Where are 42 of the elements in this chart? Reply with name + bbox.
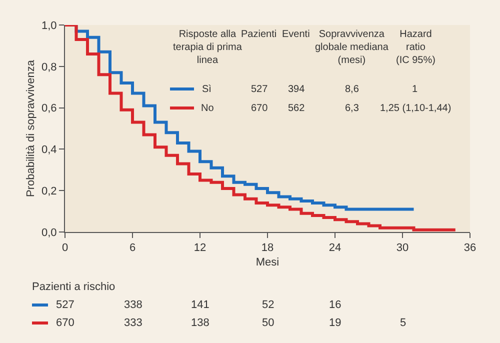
y-tick-label: 1,0 <box>42 20 57 32</box>
annotation: 8,6 <box>345 84 360 95</box>
text: 16 <box>329 299 342 311</box>
y-tick-label: 0,6 <box>42 102 57 115</box>
legend-label: No <box>201 103 214 114</box>
annotation: Sopravvivenza globale mediana (mesi) <box>315 29 389 66</box>
text: 52 <box>262 299 274 311</box>
x-axis-title: Mesi <box>256 256 280 268</box>
y-tick-label: 0,0 <box>42 226 57 239</box>
text: 5 <box>400 317 406 329</box>
x-tick-label: 6 <box>129 242 136 254</box>
annotation: 562 <box>288 103 306 114</box>
y-tick-label: 0,2 <box>42 185 57 198</box>
x-tick-label: 24 <box>328 242 342 254</box>
y-tick-label: 0,8 <box>42 61 57 74</box>
x-tick-label: 30 <box>396 242 409 254</box>
annotation: 1,25 (1,10-1,44) <box>380 103 452 114</box>
x-tick-label: 36 <box>464 242 476 254</box>
text: 141 <box>191 299 210 311</box>
text: 670 <box>56 317 74 329</box>
legend-label: Sì <box>202 84 212 95</box>
y-tick-label: 0,4 <box>42 144 57 156</box>
annotation: Pazienti <box>241 29 277 40</box>
text: 50 <box>262 317 274 329</box>
annotation: Risposte alla terapia di prima linea <box>173 29 242 66</box>
text: Pazienti a rischio <box>32 281 116 293</box>
annotation: 394 <box>288 84 306 95</box>
x-tick-label: 12 <box>194 242 206 254</box>
text: 333 <box>124 317 142 329</box>
text: 19 <box>329 317 342 329</box>
annotation: 1 <box>412 84 418 95</box>
annotation: 6,3 <box>345 103 360 114</box>
text: 138 <box>191 317 210 329</box>
annotation: 527 <box>251 84 268 95</box>
x-tick-label: 0 <box>62 242 68 254</box>
x-tick-label: 18 <box>261 242 274 254</box>
y-axis-title: Probabilità di sopravvivenza <box>25 59 38 197</box>
annotation: Hazard ratio (IC 95%) <box>396 29 436 66</box>
text: 527 <box>56 299 74 311</box>
text: 338 <box>124 299 142 311</box>
annotation: 670 <box>251 103 268 114</box>
annotation: Eventi <box>282 29 310 40</box>
